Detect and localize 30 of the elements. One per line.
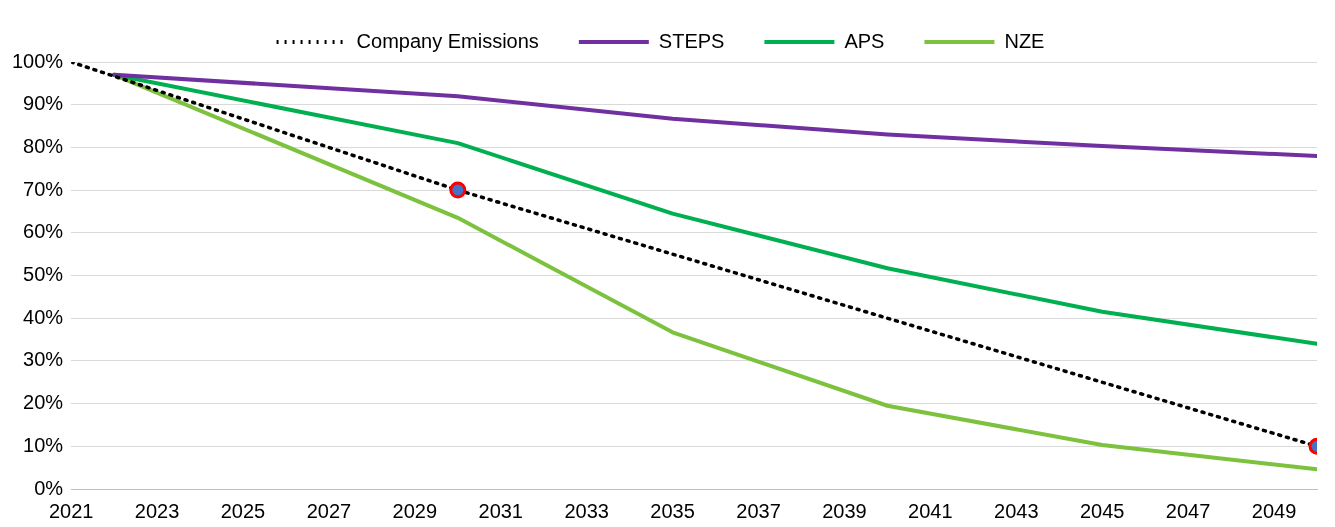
y-tick-label: 20% [23, 391, 64, 414]
y-tick-label: 40% [23, 305, 64, 328]
x-tick-label: 2035 [650, 499, 695, 522]
y-tick-label: 60% [23, 220, 64, 243]
y-tick-label: 80% [23, 134, 64, 157]
legend-label: NZE [1004, 29, 1045, 52]
x-tick-label: 2045 [1079, 499, 1125, 522]
x-tick-label: 2039 [822, 499, 867, 522]
y-tick-label: 0% [34, 476, 64, 499]
x-tick-label: 2027 [306, 499, 352, 522]
x-tick-label: 2043 [994, 499, 1039, 522]
y-tick-label: 70% [23, 177, 64, 200]
x-tick-label: 2049 [1251, 499, 1297, 522]
y-tick-label: 50% [23, 263, 64, 286]
y-tick-label: 10% [23, 433, 64, 456]
x-tick-label: 2033 [564, 499, 609, 522]
x-tick-label: 2041 [908, 499, 953, 522]
legend-label: Company Emissions [356, 29, 539, 52]
x-tick-label: 2047 [1165, 499, 1211, 522]
x-tick-label: 2029 [392, 499, 438, 522]
x-tick-label: 2021 [48, 499, 94, 522]
y-tick-label: 30% [23, 348, 64, 371]
x-tick-label: 2023 [134, 499, 180, 522]
x-tick-label: 2037 [736, 499, 781, 522]
x-tick-label: 2031 [478, 499, 524, 522]
x-tick-label: 2025 [220, 499, 266, 522]
legend-label: STEPS [658, 29, 725, 52]
y-tick-label: 100% [12, 49, 64, 72]
y-tick-label: 90% [23, 92, 64, 115]
legend-label: APS [844, 29, 885, 52]
